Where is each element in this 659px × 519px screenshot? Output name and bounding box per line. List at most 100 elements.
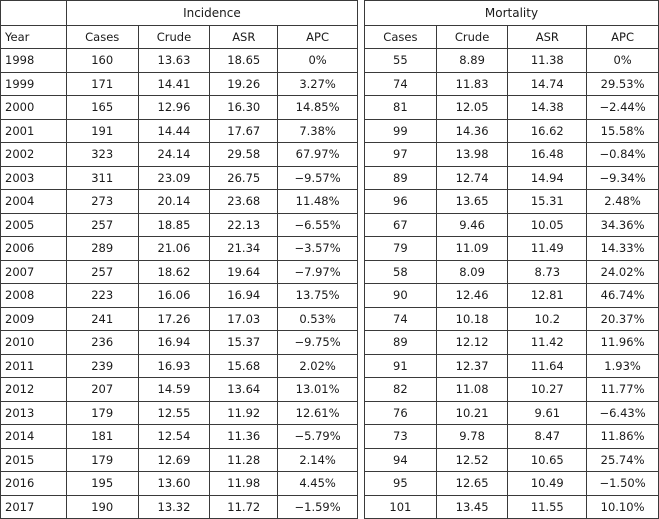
cell-cases: 236 (65, 330, 139, 355)
cell-asr: 10.05 (507, 212, 588, 237)
col-header-crude: Crude (435, 24, 509, 49)
cell-asr: 8.73 (507, 259, 588, 284)
table-row: 99 14.36 16.62 15.58% (364, 118, 659, 143)
cell-apc: 3.27% (277, 71, 358, 96)
cell-crude: 13.32 (137, 494, 211, 519)
cell-apc: −6.43% (586, 400, 659, 425)
cell-apc: 34.36% (586, 212, 659, 237)
cell-cases: 76 (364, 400, 437, 425)
cell-cases: 89 (364, 165, 437, 190)
cell-asr: 16.48 (507, 142, 588, 167)
cell-cases: 171 (65, 71, 139, 96)
cell-asr: 15.68 (209, 353, 279, 378)
cell-asr: 22.13 (209, 212, 279, 237)
table-row: 95 12.65 10.49 −1.50% (364, 471, 659, 496)
cell-apc: −9.57% (277, 165, 358, 190)
cell-asr: 10.65 (507, 447, 588, 472)
cell-asr: 8.47 (507, 424, 588, 449)
cell-asr: 11.38 (507, 48, 588, 73)
cell-asr: 16.62 (507, 118, 588, 143)
col-header-apc: APC (277, 24, 358, 49)
cell-cases: 67 (364, 212, 437, 237)
cell-year: 2015 (0, 447, 67, 472)
cell-asr: 11.92 (209, 400, 279, 425)
cell-year: 2012 (0, 377, 67, 402)
cell-year: 1999 (0, 71, 67, 96)
cell-crude: 13.45 (435, 494, 509, 519)
table-row: 76 10.21 9.61 −6.43% (364, 400, 659, 425)
cell-cases: 94 (364, 447, 437, 472)
cell-asr: 15.31 (507, 189, 588, 214)
cell-cases: 195 (65, 471, 139, 496)
cell-cases: 191 (65, 118, 139, 143)
cell-cases: 190 (65, 494, 139, 519)
mortality-group-title: Mortality (364, 0, 659, 26)
cell-apc: 2.14% (277, 447, 358, 472)
cell-crude: 11.08 (435, 377, 509, 402)
table-row: 55 8.89 11.38 0% (364, 48, 659, 73)
table-row: 74 10.18 10.2 20.37% (364, 306, 659, 331)
col-header-asr: ASR (209, 24, 279, 49)
cell-year: 2004 (0, 189, 67, 214)
cell-crude: 21.06 (137, 236, 211, 261)
cell-crude: 10.18 (435, 306, 509, 331)
cell-cases: 165 (65, 95, 139, 120)
table-row: 94 12.52 10.65 25.74% (364, 447, 659, 472)
incidence-column-header-row: Year Cases Crude ASR APC (0, 24, 358, 49)
cell-apc: −1.59% (277, 494, 358, 519)
table-row: 2012 207 14.59 13.64 13.01% (0, 377, 358, 402)
cell-asr: 11.72 (209, 494, 279, 519)
table-row: 2008 223 16.06 16.94 13.75% (0, 283, 358, 308)
cell-cases: 82 (364, 377, 437, 402)
cell-apc: 7.38% (277, 118, 358, 143)
cell-crude: 9.46 (435, 212, 509, 237)
cell-apc: −2.44% (586, 95, 659, 120)
cell-apc: 46.74% (586, 283, 659, 308)
cell-apc: −3.57% (277, 236, 358, 261)
cell-apc: 1.93% (586, 353, 659, 378)
cell-cases: 239 (65, 353, 139, 378)
cell-cases: 89 (364, 330, 437, 355)
cell-apc: 11.86% (586, 424, 659, 449)
table-row: 2009 241 17.26 17.03 0.53% (0, 306, 358, 331)
cell-asr: 11.36 (209, 424, 279, 449)
cell-cases: 74 (364, 306, 437, 331)
table-row: 81 12.05 14.38 −2.44% (364, 95, 659, 120)
cell-asr: 16.30 (209, 95, 279, 120)
cell-apc: 67.97% (277, 142, 358, 167)
table-row: 2002 323 24.14 29.58 67.97% (0, 142, 358, 167)
cell-cases: 90 (364, 283, 437, 308)
cell-cases: 241 (65, 306, 139, 331)
cell-year: 2008 (0, 283, 67, 308)
cell-crude: 12.12 (435, 330, 509, 355)
cell-asr: 17.03 (209, 306, 279, 331)
table-row: 2013 179 12.55 11.92 12.61% (0, 400, 358, 425)
cell-cases: 160 (65, 48, 139, 73)
cell-crude: 16.93 (137, 353, 211, 378)
cell-crude: 11.83 (435, 71, 509, 96)
cell-apc: −6.55% (277, 212, 358, 237)
incidence-group-header-row: Incidence (0, 0, 359, 26)
cell-crude: 18.62 (137, 259, 211, 284)
cell-cases: 97 (364, 142, 437, 167)
cell-crude: 12.54 (137, 424, 211, 449)
table-row: 2015 179 12.69 11.28 2.14% (0, 447, 358, 472)
cell-asr: 10.2 (507, 306, 588, 331)
mortality-column-header-row: Cases Crude ASR APC (364, 24, 659, 49)
cell-asr: 11.64 (507, 353, 588, 378)
cell-cases: 101 (364, 494, 437, 519)
table-row: 89 12.74 14.94 −9.34% (364, 165, 659, 190)
cell-year: 2010 (0, 330, 67, 355)
cell-apc: 0.53% (277, 306, 358, 331)
mortality-group-header-row: Mortality (364, 0, 659, 26)
cell-apc: 20.37% (586, 306, 659, 331)
table-row: 2016 195 13.60 11.98 4.45% (0, 471, 358, 496)
cell-crude: 12.46 (435, 283, 509, 308)
cell-cases: 55 (364, 48, 437, 73)
cell-cases: 311 (65, 165, 139, 190)
cell-cases: 257 (65, 212, 139, 237)
cell-asr: 19.64 (209, 259, 279, 284)
cell-crude: 23.09 (137, 165, 211, 190)
cell-cases: 179 (65, 400, 139, 425)
cell-asr: 23.68 (209, 189, 279, 214)
